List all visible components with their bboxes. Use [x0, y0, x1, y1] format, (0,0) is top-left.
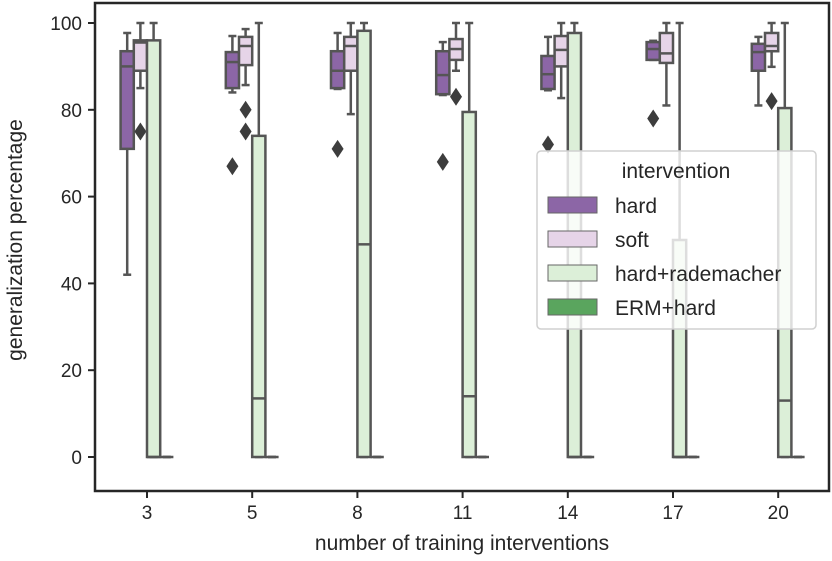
x-tick-label: 14: [557, 503, 579, 524]
legend-label: ERM+hard: [615, 297, 716, 320]
outlier-point: [239, 100, 252, 119]
legend-swatch-hard+rademacher: [547, 264, 598, 282]
box-hard: [540, 54, 556, 91]
x-tick-label: 5: [247, 503, 258, 524]
box-hard: [750, 42, 767, 72]
box-soft: [132, 39, 149, 72]
y-tick-label: 0: [71, 448, 82, 469]
outlier-point: [436, 152, 449, 171]
x-tick-label: 11: [453, 503, 473, 524]
legend-label: soft: [615, 229, 649, 252]
box-soft: [763, 31, 780, 53]
box-hard: [119, 49, 136, 151]
y-tick-label: 40: [61, 274, 82, 295]
outlier-point: [331, 139, 344, 158]
x-tick-label: 3: [142, 503, 153, 524]
legend-box: [536, 150, 817, 330]
box-hard: [434, 49, 451, 96]
box-soft: [553, 34, 570, 68]
outlier-point: [542, 135, 554, 154]
box-hard: [224, 50, 241, 90]
box-soft: [658, 31, 675, 65]
legend-label: hard+rademacher: [615, 263, 781, 286]
box-hard+rademacher: [145, 39, 162, 459]
outlier-point: [134, 122, 147, 141]
legend-label: hard: [615, 195, 657, 218]
outlier-point: [765, 92, 778, 111]
y-tick-label: 80: [61, 101, 82, 122]
x-tick-label: 8: [352, 503, 363, 524]
x-axis-label: number of training interventions: [315, 532, 609, 555]
box-hard+rademacher: [461, 110, 478, 459]
x-tick-label: 17: [662, 503, 683, 524]
y-tick-label: 60: [61, 188, 82, 209]
legend-swatch-hard: [547, 196, 598, 214]
outlier-point: [450, 87, 462, 106]
outlier-point: [647, 109, 660, 128]
outlier-point: [226, 157, 239, 176]
box-hard+rademacher: [250, 134, 267, 459]
box-soft: [342, 35, 359, 72]
box-hard: [645, 40, 662, 62]
x-tick-label: 20: [768, 503, 789, 524]
plot-area: 0 20 40 60 80 100 3 5 8 11 14 17 20 intervention hard s…: [50, 1, 831, 524]
box-soft: [237, 35, 254, 67]
legend-swatch-ERM+hard: [547, 298, 598, 316]
y-tick-label: 100: [50, 14, 82, 35]
y-tick-label: 20: [61, 361, 82, 382]
outlier-point: [239, 122, 252, 141]
legend-swatch-soft: [547, 230, 598, 248]
legend-title: intervention: [622, 160, 731, 183]
y-axis-label: generalization percentage: [4, 119, 27, 361]
